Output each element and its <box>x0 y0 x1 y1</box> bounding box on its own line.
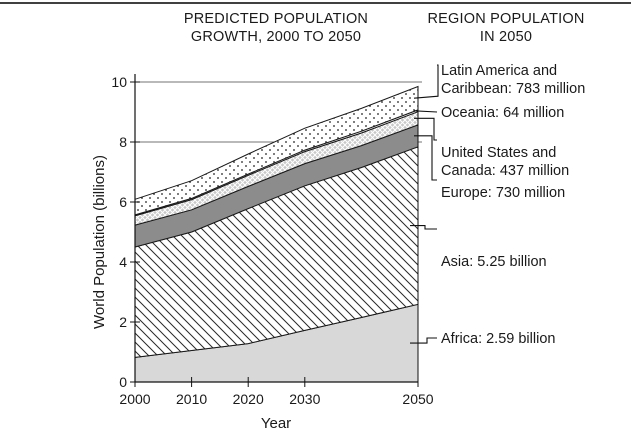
y-tick-label: 8 <box>119 134 127 150</box>
x-tick-label: 2000 <box>119 391 150 407</box>
callout-europe <box>414 135 437 181</box>
x-tick-label: 2010 <box>176 391 207 407</box>
region-label-united-states-and-canada: United States and <box>441 145 556 161</box>
x-axis-label: Year <box>261 415 291 432</box>
chart-title-line-2: GROWTH, 2000 TO 2050 <box>191 29 361 45</box>
region-label-africa: Africa: 2.59 billion <box>441 331 555 347</box>
region-label-united-states-and-canada: Canada: 437 million <box>441 163 569 179</box>
region-label-latin-america-and-caribbean: Latin America and <box>441 63 557 79</box>
y-tick-label: 4 <box>119 254 127 270</box>
x-tick-label: 2050 <box>402 391 433 407</box>
region-label-oceania: Oceania: 64 million <box>441 105 564 121</box>
y-tick-label: 0 <box>119 374 127 390</box>
legend-header-line-1: REGION POPULATION <box>427 11 584 27</box>
legend-header-line-2: IN 2050 <box>480 29 532 45</box>
chart-title-line-1: PREDICTED POPULATION <box>184 11 368 27</box>
callout-asia <box>410 225 437 230</box>
callout-united-states-and-canada <box>414 117 437 141</box>
region-label-latin-america-and-caribbean: Caribbean: 783 million <box>441 81 585 97</box>
y-tick-label: 10 <box>111 74 127 90</box>
callout-oceania <box>413 110 438 113</box>
region-label-asia: Asia: 5.25 billion <box>441 254 547 270</box>
y-tick-label: 2 <box>119 314 127 330</box>
callout-latin-america-and-caribbean <box>413 64 439 99</box>
x-tick-label: 2030 <box>289 391 320 407</box>
y-axis-label: World Population (billions) <box>91 155 108 329</box>
y-tick-label: 6 <box>119 194 127 210</box>
x-tick-label: 2020 <box>233 391 264 407</box>
callout-africa <box>410 337 437 344</box>
region-label-europe: Europe: 730 million <box>441 185 565 201</box>
